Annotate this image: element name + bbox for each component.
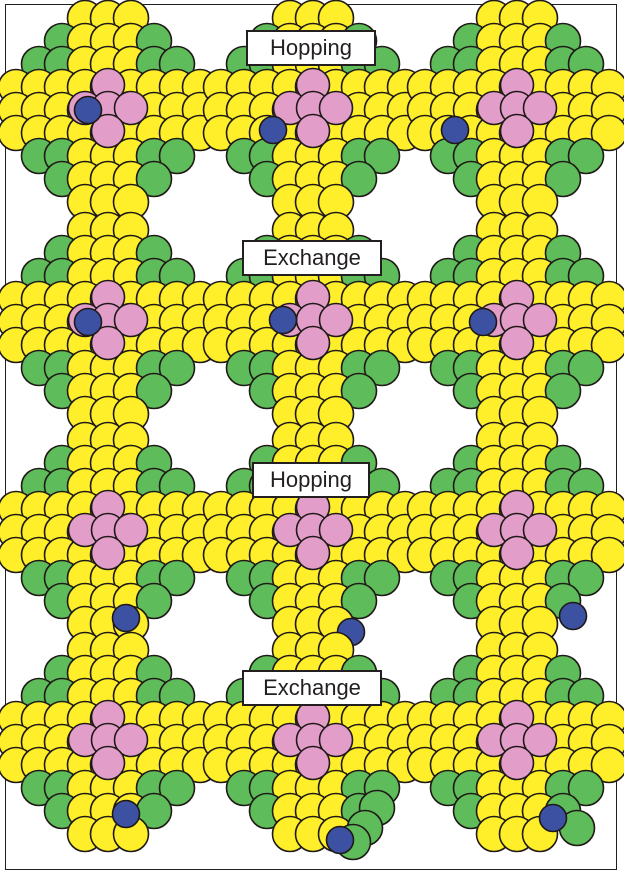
island-atom-pink [90,325,126,361]
panel-r4-c1 [0,631,219,853]
panel-r1-c2 [202,0,424,221]
adatom-blue [325,825,355,855]
island-atom-pink [318,90,354,126]
surface-atom-green [567,769,605,807]
surface-atom-green [158,769,196,807]
surface-atom-green [363,559,401,597]
island-atom-pink [499,535,535,571]
adatom-blue [268,305,298,335]
adatom-blue [111,799,141,829]
surface-atom-yellow [590,326,624,364]
surface-atom-green [158,559,196,597]
island-atom-pink [90,113,126,149]
panel-r2-c1 [0,211,219,433]
surface-atom-green [340,582,378,620]
surface-atom-green [544,372,582,410]
island-atom-pink [499,325,535,361]
row-1-label: Hopping [246,30,376,66]
surface-atom-green [567,559,605,597]
island-atom-pink [522,722,558,758]
panel-r4-c2 [202,631,424,861]
island-atom-pink [113,302,149,338]
surface-atom-yellow [590,114,624,152]
island-atom-pink [499,745,535,781]
surface-atom-green [544,160,582,198]
island-atom-pink [499,113,535,149]
island-atom-pink [113,512,149,548]
surface-atom-green [567,137,605,175]
adatom-blue [558,601,588,631]
panel-r4-c3 [406,631,624,853]
surface-atom-yellow [590,746,624,784]
panel-r2-c3 [406,211,624,433]
surface-atom-green [340,160,378,198]
surface-atom-green [363,349,401,387]
surface-atom-green [158,349,196,387]
island-atom-pink [295,535,331,571]
surface-atom-yellow [590,536,624,574]
adatom-blue [468,307,498,337]
island-atom-pink [522,512,558,548]
panel-r3-c1 [0,421,219,643]
row-2-label: Exchange [242,240,382,276]
island-atom-pink [522,302,558,338]
surface-atom-green [135,160,173,198]
surface-atom-green [567,349,605,387]
island-atom-pink [295,113,331,149]
island-atom-pink [90,535,126,571]
adatom-blue [258,115,288,145]
surface-atom-green [135,582,173,620]
adatom-blue [73,95,103,125]
row-4-label: Exchange [242,670,382,706]
island-atom-pink [295,325,331,361]
island-atom-pink [295,745,331,781]
surface-atom-green [363,137,401,175]
island-atom-pink [318,512,354,548]
surface-atom-green [135,372,173,410]
island-atom-pink [522,90,558,126]
island-atom-pink [113,722,149,758]
island-atom-pink [90,745,126,781]
island-atom-pink [318,302,354,338]
island-atom-pink [318,722,354,758]
panel-r3-c2 [202,421,424,647]
island-atom-pink [113,90,149,126]
adatom-blue [73,307,103,337]
adatom-blue [440,115,470,145]
row-3-label: Hopping [252,462,370,498]
panel-r3-c3 [406,421,624,643]
panel-r1-c3 [406,0,624,221]
adatom-blue [111,603,141,633]
surface-atom-green [340,372,378,410]
surface-atom-green [158,137,196,175]
adatom-blue [538,803,568,833]
panel-r1-c1 [0,0,219,221]
